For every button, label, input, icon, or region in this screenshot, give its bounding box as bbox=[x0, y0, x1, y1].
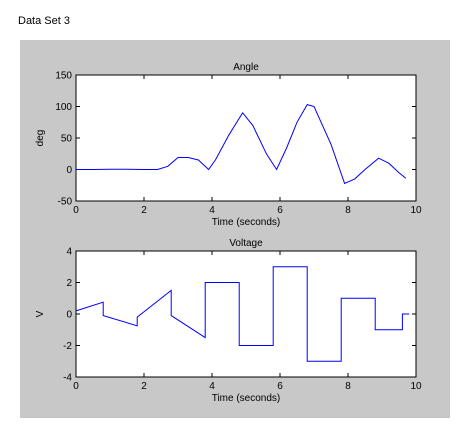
voltage-y-tick-label: 0 bbox=[66, 310, 72, 321]
angle-chart-title: Angle bbox=[233, 62, 259, 73]
angle-y-axis-label: deg bbox=[35, 130, 46, 147]
angle-x-tick-label: 4 bbox=[209, 205, 215, 216]
voltage-plot-area bbox=[75, 250, 417, 378]
voltage-y-ticks: -4 -2 0 2 4 bbox=[63, 247, 416, 384]
angle-x-axis-label: Time (seconds) bbox=[212, 217, 281, 228]
page-title: Data Set 3 bbox=[18, 15, 70, 27]
angle-x-tick-label: 0 bbox=[73, 205, 79, 216]
voltage-y-tick-label: -2 bbox=[63, 341, 72, 352]
angle-y-tick-label: 100 bbox=[55, 102, 72, 113]
voltage-x-ticks: 0 2 4 6 8 10 bbox=[73, 251, 422, 392]
voltage-x-tick-label: 8 bbox=[345, 381, 351, 392]
voltage-y-axis-label: V bbox=[35, 310, 46, 317]
angle-x-tick-label: 8 bbox=[345, 205, 351, 216]
voltage-y-tick-label: 2 bbox=[66, 278, 72, 289]
angle-y-tick-label: -50 bbox=[58, 197, 73, 208]
angle-y-tick-label: 50 bbox=[61, 134, 73, 145]
angle-x-tick-label: 2 bbox=[141, 205, 147, 216]
voltage-x-tick-label: 6 bbox=[277, 381, 283, 392]
voltage-x-axis-label: Time (seconds) bbox=[212, 393, 281, 404]
voltage-series-line bbox=[75, 266, 410, 362]
voltage-axes: Voltage -4 -2 0 2 4 0 2 4 6 8 10 Time (seconds) V bbox=[35, 238, 422, 404]
voltage-chart-title: Voltage bbox=[229, 238, 263, 249]
angle-y-tick-label: 150 bbox=[55, 71, 72, 82]
angle-y-tick-label: 0 bbox=[66, 165, 72, 176]
figure-panel: Angle -50 0 50 100 150 0 2 4 6 8 10 Time (seconds… bbox=[20, 40, 450, 418]
angle-plot-area bbox=[75, 74, 417, 202]
angle-x-tick-label: 6 bbox=[277, 205, 283, 216]
angle-y-ticks: -50 0 50 100 150 bbox=[55, 71, 416, 208]
voltage-y-tick-label: -4 bbox=[63, 373, 72, 384]
voltage-x-tick-label: 2 bbox=[141, 381, 147, 392]
angle-series-line bbox=[76, 104, 407, 185]
voltage-x-tick-label: 10 bbox=[410, 381, 422, 392]
voltage-x-tick-label: 0 bbox=[73, 381, 79, 392]
voltage-x-tick-label: 4 bbox=[209, 381, 215, 392]
angle-x-tick-label: 10 bbox=[410, 205, 422, 216]
angle-x-ticks: 0 2 4 6 8 10 bbox=[73, 75, 422, 216]
voltage-y-tick-label: 4 bbox=[66, 247, 72, 258]
